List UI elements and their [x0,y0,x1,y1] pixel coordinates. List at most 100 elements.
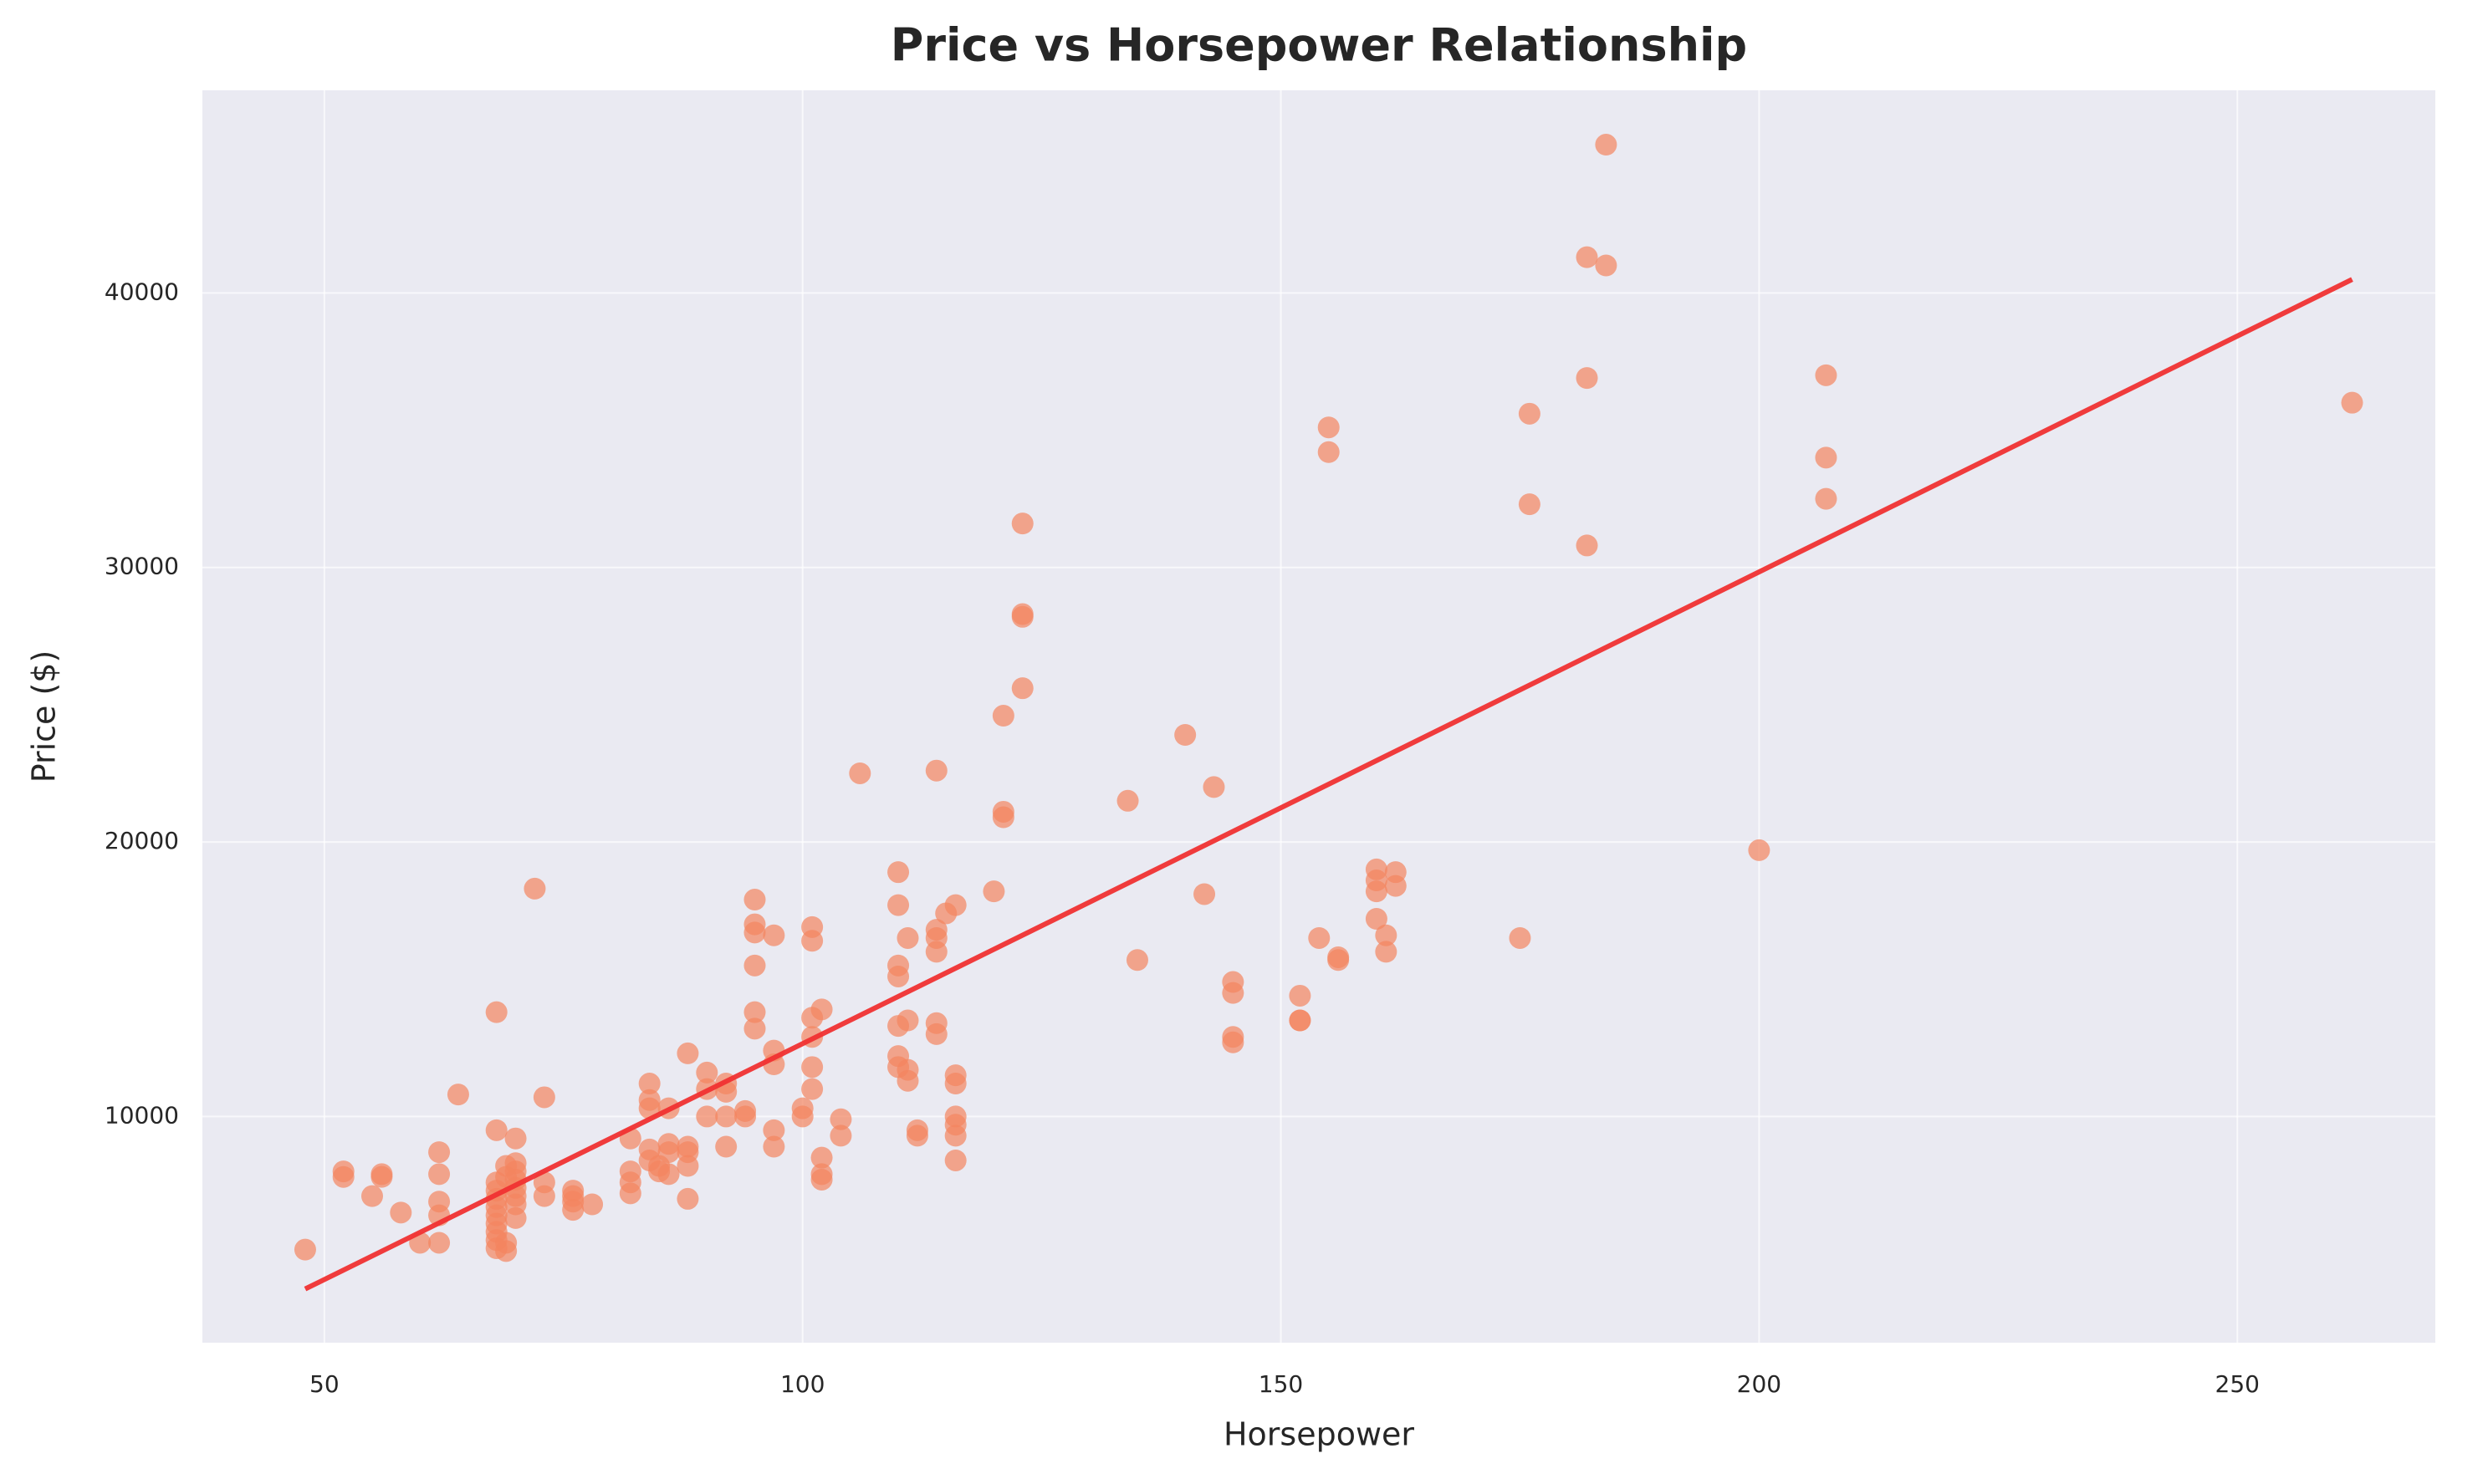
point [390,1201,412,1224]
point [361,1185,384,1207]
x-tick-label: 150 [1259,1370,1303,1398]
point [1203,776,1225,798]
point [944,894,967,916]
point [1518,402,1540,425]
point [992,806,1014,829]
point [810,1146,833,1169]
point [715,1105,738,1128]
chart-title: Price vs Horsepower Relationship [891,19,1747,72]
grid [202,90,2435,1343]
point [743,921,766,944]
point [581,1193,604,1216]
point [763,1119,785,1141]
point [428,1163,451,1186]
y-tick-label: 10000 [105,1101,179,1129]
point [1365,880,1387,903]
point [944,1149,967,1171]
point [801,1078,824,1100]
point [294,1238,316,1261]
point [1815,487,1837,510]
point [495,1232,518,1254]
point [1011,513,1034,535]
point [897,1009,919,1032]
point [983,880,1005,903]
y-tick-label: 30000 [105,553,179,580]
point [1193,883,1216,905]
point [677,1187,699,1210]
point [533,1185,555,1207]
point [485,1119,508,1141]
point [801,930,824,952]
point [1174,724,1197,747]
point [734,1105,757,1128]
trend-line [304,277,2353,1292]
point [763,924,785,946]
point [370,1165,393,1188]
point [2341,391,2363,414]
point [504,1206,527,1229]
x-tick-label: 50 [309,1370,340,1398]
point [332,1165,355,1188]
point [925,1022,948,1045]
point [1815,364,1837,386]
point [743,1001,766,1023]
y-axis-label: Price ($) [26,650,63,783]
y-tick-label: 20000 [105,827,179,854]
point [743,954,766,977]
point [897,926,919,949]
point [677,1155,699,1177]
point [743,889,766,911]
point [533,1086,555,1109]
point [992,705,1014,727]
point [810,998,833,1021]
point [1509,926,1531,949]
point [1595,134,1617,156]
point [1011,677,1034,700]
point [1576,534,1598,557]
x-tick-label: 250 [2215,1370,2260,1398]
point [1222,1031,1244,1053]
point [1815,446,1837,469]
point [1011,603,1034,625]
point [801,1056,824,1079]
point [1289,1009,1311,1032]
point [897,1069,919,1092]
point [485,1001,508,1023]
point [1748,839,1770,861]
point [715,1135,738,1158]
point [830,1124,852,1147]
plot-area [202,90,2435,1343]
point [925,759,948,782]
point [1576,246,1598,268]
point [696,1061,718,1084]
point [925,941,948,963]
point [524,877,546,900]
point [944,1073,967,1095]
marks [294,134,2363,1292]
point [677,1042,699,1064]
point [791,1105,814,1128]
x-axis-label: Horsepower [1224,1416,1414,1453]
point [887,965,910,987]
point [849,762,871,784]
point [562,1199,585,1221]
point [810,1168,833,1191]
point [1222,982,1244,1004]
point [657,1141,680,1164]
y-tick-label: 40000 [105,278,179,305]
point [887,861,910,884]
point [1576,367,1598,390]
point [743,1017,766,1040]
point [1317,416,1340,439]
point [447,1084,469,1106]
point [1365,908,1387,931]
point [696,1105,718,1128]
point [1126,949,1148,971]
point [1518,493,1540,516]
point [657,1163,680,1186]
point [428,1141,451,1164]
point [428,1232,451,1254]
x-tick-label: 100 [780,1370,825,1398]
point [1375,924,1397,946]
